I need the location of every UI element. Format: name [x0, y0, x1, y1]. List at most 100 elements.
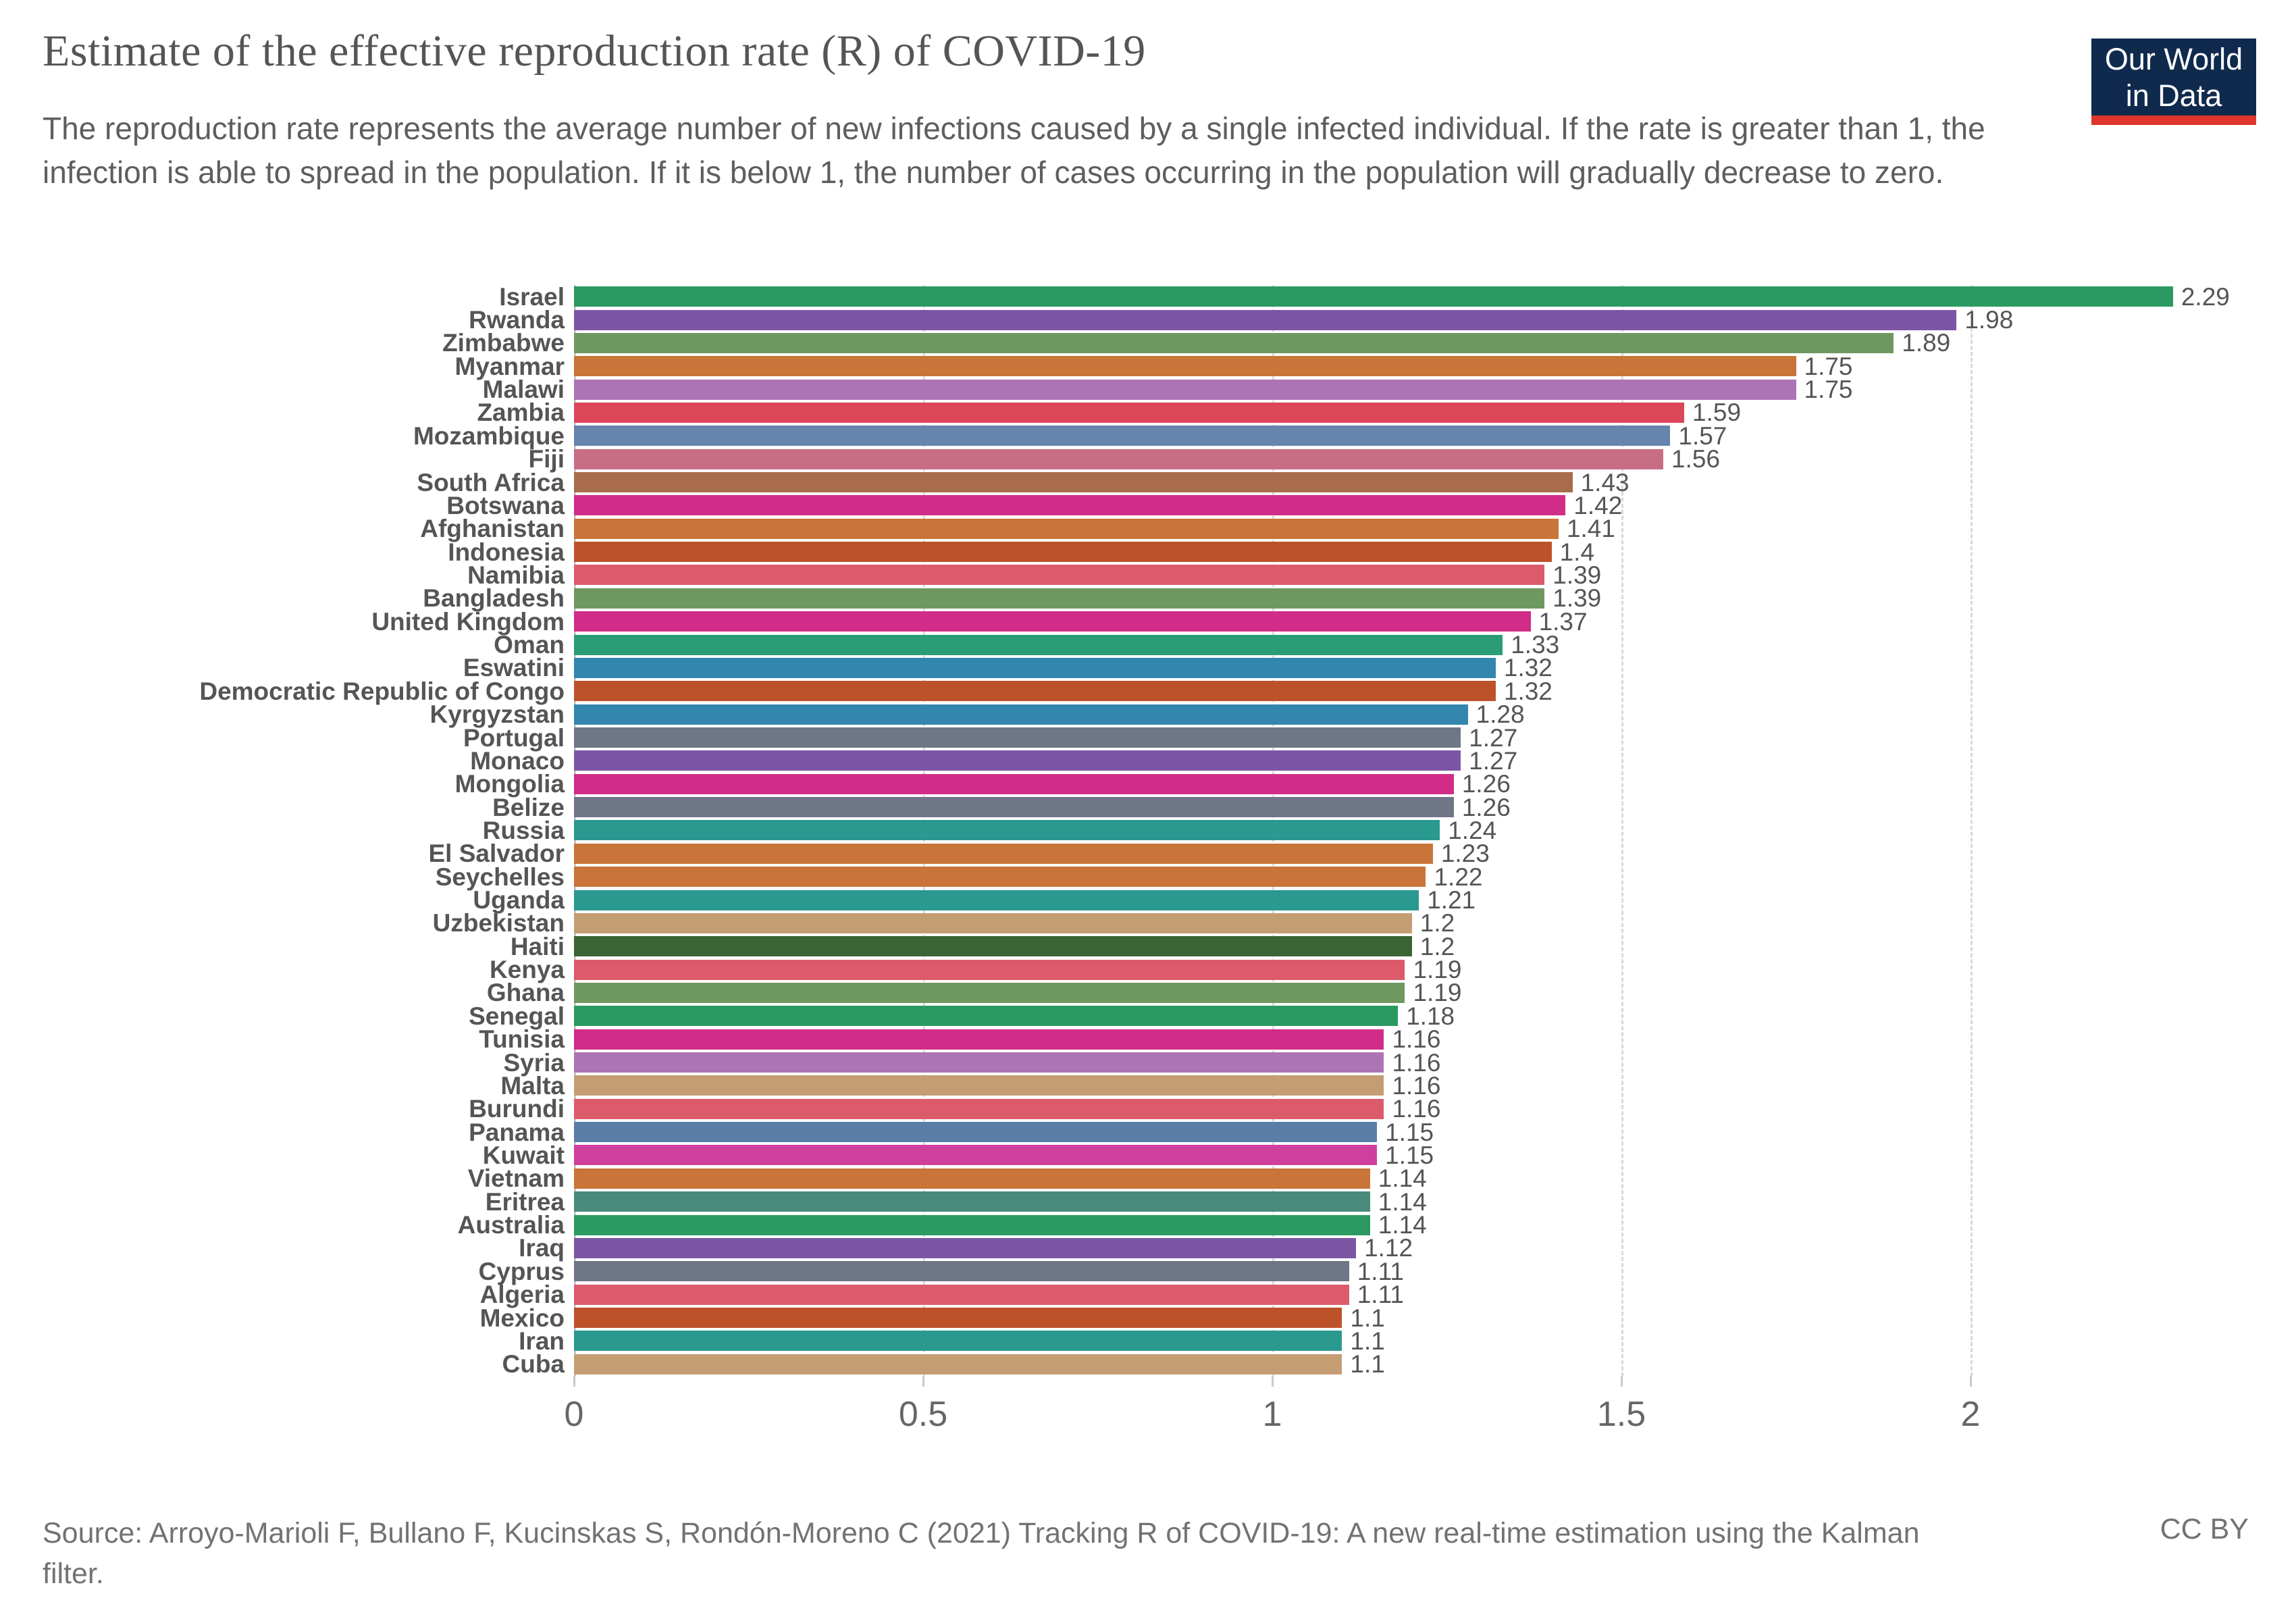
country-label: Australia	[457, 1211, 565, 1239]
bar	[574, 634, 1503, 655]
bar	[574, 448, 1664, 469]
country-label: Vietnam	[467, 1164, 565, 1193]
country-label: Tunisia	[479, 1025, 565, 1054]
bar-zone: 1.15	[574, 1143, 2296, 1168]
bar-zone: 1.1	[574, 1329, 2296, 1354]
bar-row: Zimbabwe 1.89	[0, 329, 2296, 357]
value-label: 1.39	[1553, 584, 1602, 613]
bar-zone: 1.43	[574, 468, 2296, 496]
value-label: 1.43	[1580, 468, 1629, 496]
bar-zone: 1.24	[574, 816, 2296, 844]
bar-row: Botswana 1.42	[0, 493, 2296, 518]
bar-zone: 1.23	[574, 840, 2296, 868]
bar-zone: 1.39	[574, 563, 2296, 588]
value-label: 1.2	[1419, 909, 1455, 937]
axis-tick-label: 2	[1960, 1395, 1981, 1434]
bar-row: Seychelles 1.22	[0, 863, 2296, 891]
country-label: Mozambique	[413, 421, 565, 450]
country-label: Uganda	[473, 886, 565, 915]
bar-zone: 1.57	[574, 421, 2296, 450]
country-label: Iran	[519, 1327, 565, 1355]
bar	[574, 356, 1796, 377]
value-label: 1.57	[1678, 421, 1727, 450]
bar	[574, 1261, 1349, 1282]
bar-zone: 1.16	[574, 1096, 2296, 1121]
value-label: 1.12	[1364, 1234, 1413, 1262]
country-label: Oman	[494, 631, 565, 659]
value-label: 1.21	[1427, 886, 1476, 915]
bar-zone: 1.27	[574, 725, 2296, 750]
bar-row: Fiji 1.56	[0, 445, 2296, 473]
bar	[574, 495, 1566, 516]
value-label: 2.29	[2181, 282, 2230, 311]
bar-row: Australia 1.14	[0, 1211, 2296, 1239]
owid-logo: Our World in Data	[2091, 38, 2256, 125]
bar-row: Uganda 1.21	[0, 886, 2296, 915]
bar	[574, 727, 1461, 748]
bar-zone: 1.11	[574, 1257, 2296, 1285]
value-label: 1.37	[1538, 607, 1588, 636]
country-label: Namibia	[467, 561, 565, 589]
bar-zone: 1.39	[574, 584, 2296, 613]
bar	[574, 1029, 1384, 1050]
value-label: 1.41	[1566, 515, 1615, 543]
bar-zone: 1.14	[574, 1166, 2296, 1191]
axis-tick-mark	[573, 1376, 575, 1387]
value-label: 1.23	[1440, 840, 1490, 868]
value-label: 1.22	[1434, 863, 1483, 891]
bar	[574, 867, 1426, 887]
bar	[574, 426, 1671, 446]
bar-row: Iran 1.1	[0, 1327, 2296, 1355]
bar-row: Democratic Republic of Congo 1.32	[0, 677, 2296, 705]
bar-row: Syria 1.16	[0, 1050, 2296, 1075]
axis-tick-label: 1.5	[1596, 1395, 1646, 1434]
bar	[574, 565, 1545, 586]
country-label: Mexico	[479, 1304, 565, 1332]
country-label: Uzbekistan	[432, 909, 565, 937]
country-label: Cuba	[502, 1350, 565, 1379]
bar-zone: 1.16	[574, 1073, 2296, 1098]
country-label: Monaco	[470, 746, 565, 775]
bar	[574, 1237, 1357, 1258]
country-label: Seychelles	[435, 863, 565, 891]
bar-row: Uzbekistan 1.2	[0, 909, 2296, 937]
bar	[574, 820, 1440, 841]
bar	[574, 309, 1957, 330]
value-label: 1.14	[1378, 1211, 1427, 1239]
bar-row: Malawi 1.75	[0, 376, 2296, 404]
bar	[574, 1145, 1378, 1166]
value-label: 1.56	[1671, 445, 1721, 473]
value-label: 1.75	[1804, 376, 1853, 404]
bar-row: Kenya 1.19	[0, 957, 2296, 982]
country-label: Zimbabwe	[442, 329, 565, 357]
bar-row: El Salvador 1.23	[0, 840, 2296, 868]
bar-row: Portugal 1.27	[0, 725, 2296, 750]
bar-row: Afghanistan 1.41	[0, 515, 2296, 543]
license-badge: CC BY	[2160, 1513, 2249, 1545]
country-label: Eritrea	[485, 1187, 565, 1216]
value-label: 1.26	[1461, 793, 1511, 821]
axis-tick-mark	[1970, 1376, 1972, 1387]
bar	[574, 1354, 1342, 1374]
axis-tick-mark	[922, 1376, 924, 1387]
bar-row: Cuba 1.1	[0, 1350, 2296, 1379]
bar-zone: 1.1	[574, 1352, 2296, 1376]
value-label: 1.24	[1448, 816, 1497, 844]
axis-tick-mark	[1272, 1376, 1274, 1387]
country-label: Democratic Republic of Congo	[199, 677, 565, 705]
country-label: Burundi	[469, 1095, 565, 1123]
bar	[574, 750, 1461, 771]
gridline	[1971, 285, 1973, 1376]
country-label: Fiji	[528, 445, 565, 473]
value-label: 1.33	[1511, 631, 1560, 659]
axis-tick-label: 0.5	[898, 1395, 948, 1434]
bar-row: Mexico 1.1	[0, 1304, 2296, 1332]
bar-zone: 2.29	[574, 282, 2296, 311]
bar-zone: 1.21	[574, 886, 2296, 915]
value-label: 1.32	[1503, 654, 1553, 682]
bar-row: Namibia 1.39	[0, 561, 2296, 589]
value-label: 1.11	[1357, 1257, 1405, 1285]
bar-zone: 1.33	[574, 631, 2296, 659]
bar-row: Panama 1.15	[0, 1120, 2296, 1145]
bar	[574, 1284, 1349, 1305]
